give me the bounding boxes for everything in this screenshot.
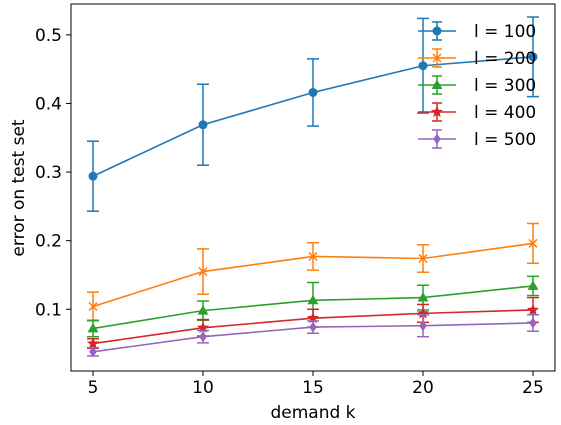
- data-point: [526, 303, 540, 316]
- x-tick-label: 20: [412, 378, 434, 398]
- plot-area: [86, 16, 540, 358]
- data-point: [197, 305, 209, 315]
- data-point: [418, 61, 428, 71]
- data-point: [529, 317, 537, 329]
- y-tick-label: 0.2: [35, 232, 62, 252]
- legend-marker: [432, 26, 442, 36]
- series-3: [87, 275, 539, 338]
- data-point: [86, 337, 100, 349]
- legend-entry-1: l = 100: [418, 21, 536, 42]
- legend-entry-3: l = 300: [418, 75, 536, 96]
- legend-label: l = 400: [474, 103, 536, 123]
- data-point: [419, 320, 427, 332]
- legend-label: l = 100: [474, 22, 536, 42]
- data-point: [418, 253, 428, 264]
- series-2: [87, 222, 539, 322]
- series-5: [87, 313, 539, 358]
- x-tick-label: 10: [192, 378, 214, 398]
- data-point: [87, 322, 99, 333]
- x-axis-label: demand k: [270, 403, 355, 423]
- legend-label: l = 500: [474, 130, 536, 150]
- data-point: [89, 346, 97, 358]
- legend-entry-4: l = 400: [418, 102, 536, 123]
- x-tick-label: 15: [302, 378, 324, 398]
- legend-entry-5: l = 500: [418, 129, 536, 150]
- data-point: [198, 120, 208, 130]
- y-tick-label: 0.4: [35, 94, 62, 114]
- legend-marker: [430, 105, 444, 118]
- data-point: [88, 301, 98, 312]
- data-point: [527, 280, 539, 290]
- data-point: [198, 267, 208, 277]
- axes: 5 10 15 20 25 0.1 0.2 0.3 0.4 0.5: [35, 3, 556, 398]
- data-point: [307, 294, 319, 305]
- y-axis-label: error on test set: [9, 119, 29, 257]
- legend-label: l = 200: [474, 49, 536, 69]
- data-point: [199, 331, 207, 343]
- data-point: [308, 251, 318, 261]
- legend-marker: [431, 79, 443, 89]
- legend: l = 100 l = 200 l = 300 l = 400 l = 500: [418, 21, 536, 150]
- data-point: [308, 87, 318, 97]
- y-tick-label: 0.5: [35, 26, 62, 46]
- y-tick-label: 0.1: [35, 300, 62, 320]
- x-tick-label: 25: [522, 378, 544, 398]
- legend-label: l = 300: [474, 76, 536, 96]
- legend-marker: [432, 53, 442, 63]
- legend-entry-2: l = 200: [418, 48, 536, 69]
- legend-marker: [433, 133, 441, 145]
- x-tick-label: 5: [88, 378, 99, 398]
- data-point: [417, 291, 429, 302]
- y-tick-label: 0.3: [35, 163, 62, 183]
- data-point: [88, 171, 98, 181]
- data-point: [528, 238, 538, 248]
- series-1: [87, 16, 539, 212]
- data-point: [309, 321, 317, 333]
- data-point: [528, 52, 538, 62]
